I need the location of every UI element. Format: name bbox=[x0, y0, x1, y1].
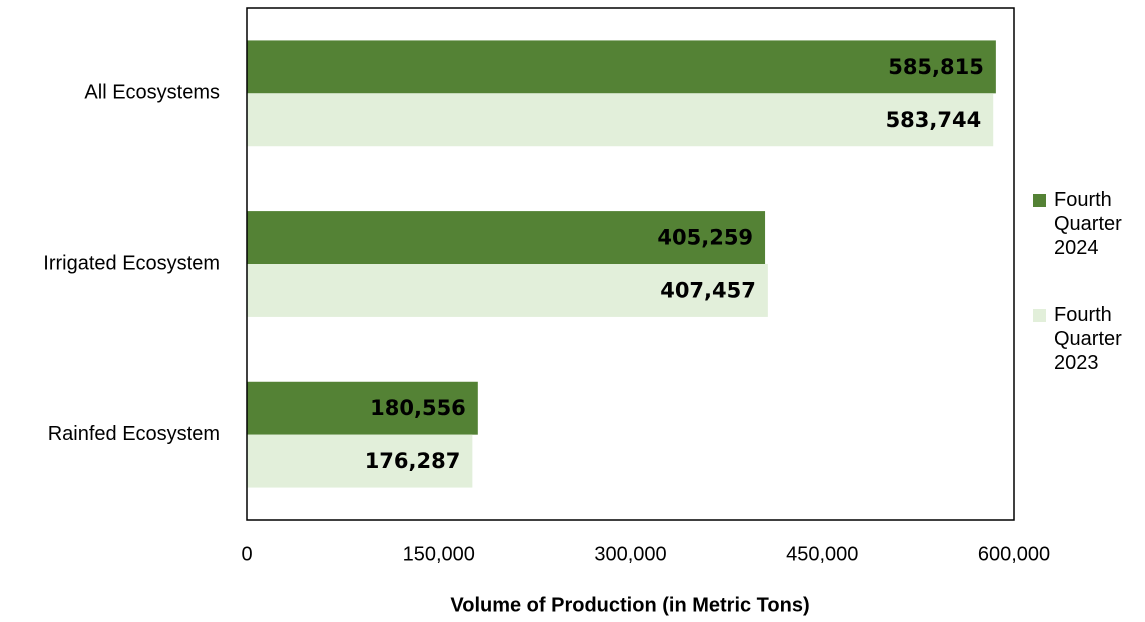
bar bbox=[247, 434, 473, 488]
x-axis-title: Volume of Production (in Metric Tons) bbox=[450, 594, 809, 616]
legend-marker bbox=[1033, 194, 1046, 207]
x-tick-label: 600,000 bbox=[978, 543, 1050, 565]
bar bbox=[247, 93, 994, 147]
bar bbox=[247, 264, 768, 317]
legend-marker bbox=[1033, 309, 1046, 322]
x-tick-label: 450,000 bbox=[786, 543, 858, 565]
bar bbox=[247, 211, 766, 264]
legend-label: Fourth Quarter 2024 bbox=[1054, 189, 1122, 259]
value-label: 180,556 bbox=[370, 396, 466, 420]
x-tick-label: 150,000 bbox=[403, 543, 475, 565]
value-label: 405,259 bbox=[657, 226, 753, 250]
y-tick-label: All Ecosystems bbox=[84, 82, 220, 104]
bar bbox=[247, 40, 996, 94]
value-label: 583,744 bbox=[886, 108, 982, 132]
value-label: 176,287 bbox=[365, 449, 461, 473]
x-tick-label: 300,000 bbox=[594, 543, 666, 565]
bar bbox=[247, 381, 478, 435]
legend-item: Fourth Quarter 2023 bbox=[1054, 304, 1122, 374]
y-tick-label: Irrigated Ecosystem bbox=[43, 252, 220, 274]
legend-item: Fourth Quarter 2024 bbox=[1054, 189, 1122, 259]
plot-border bbox=[246, 7, 1015, 521]
value-label: 407,457 bbox=[660, 278, 756, 302]
y-tick-label: Rainfed Ecosystem bbox=[48, 423, 220, 445]
x-tick-label: 0 bbox=[241, 543, 252, 565]
value-label: 585,815 bbox=[888, 55, 984, 79]
legend-label: Fourth Quarter 2023 bbox=[1054, 304, 1122, 374]
